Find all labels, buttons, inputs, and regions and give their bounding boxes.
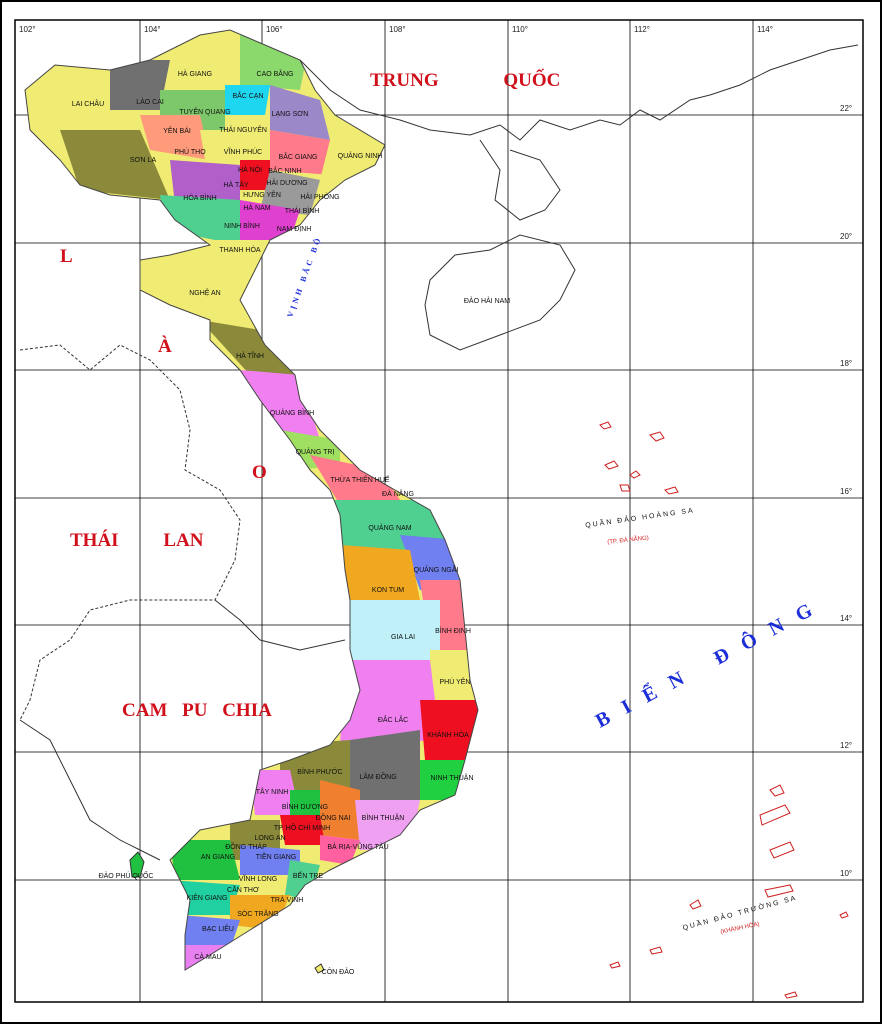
latitude-label: 12°	[840, 741, 852, 750]
province-label: NINH BÌNH	[224, 221, 260, 230]
province-label: HƯNG YÊN	[243, 190, 281, 199]
province-label: BẮC NINH	[268, 166, 301, 175]
latitude-label: 14°	[840, 614, 852, 623]
latitude-label: 20°	[840, 232, 852, 241]
province-label: BẾN TRE	[293, 870, 324, 880]
province-label: HÒA BÌNH	[183, 193, 216, 202]
latitude-label: 18°	[840, 359, 852, 368]
province-label: SÓC TRĂNG	[237, 909, 279, 918]
province-label: KHÁNH HÒA	[427, 730, 469, 739]
province-label: ĐÀ NẴNG	[382, 489, 414, 498]
province-label: THANH HÓA	[219, 245, 261, 254]
province-label: NGHỆ AN	[189, 288, 221, 297]
province-label: THỪA THIÊN HUẾ	[330, 474, 389, 484]
province-label: QUẢNG NGÃI	[414, 565, 459, 574]
province-label: HÀ NỘI	[238, 165, 262, 174]
longitude-label: 104°	[144, 25, 161, 34]
longitude-label: 102°	[19, 25, 36, 34]
province-label: LÂM ĐỒNG	[359, 771, 396, 781]
country-letter: À	[158, 335, 172, 357]
province-label: BÌNH DƯƠNG	[282, 802, 328, 811]
latitude-label: 22°	[840, 104, 852, 113]
province-label: BẮC GIANG	[279, 152, 318, 161]
phu-quoc-island	[129, 851, 145, 878]
province-label: ĐỒNG NAI	[316, 812, 351, 822]
archipelagos	[599, 421, 849, 999]
longitude-label: 114°	[757, 25, 773, 34]
longitude-label: 112°	[634, 25, 650, 34]
province-label: THÁI BÌNH	[285, 206, 320, 215]
province-label: KON TUM	[372, 587, 404, 594]
province-label: LẠNG SƠN	[272, 111, 309, 118]
borders	[19, 44, 859, 861]
province-label: NAM ĐỊNH	[277, 226, 312, 233]
province-label: QUẢNG BÌNH	[270, 408, 314, 417]
latitude-label: 10°	[840, 869, 852, 878]
province-label: BẮC CẠN	[232, 91, 263, 100]
province-label: HẢI DƯƠNG	[266, 178, 307, 187]
island-label: ĐẢO PHÚ QUỐC	[99, 870, 154, 880]
island-admin: (TP. ĐÀ NẴNG)	[607, 534, 649, 545]
latitude-label: 16°	[840, 487, 852, 496]
province-label: QUẢNG NAM	[368, 523, 411, 532]
province-label: HÀ GIANG	[178, 69, 212, 78]
province-label: CÀ MAU	[194, 952, 221, 961]
country-letter: O	[252, 462, 267, 483]
country-label: CAM PU CHIA	[122, 700, 272, 721]
province-label: VĨNH LONG	[239, 874, 278, 883]
province-label: PHÚ THỌ	[174, 147, 206, 156]
province-label: ĐỒNG THÁP	[225, 841, 267, 851]
country-label: THÁI LAN	[70, 529, 204, 551]
province-label: KIÊN GIANG	[187, 893, 228, 902]
province-label: QUẢNG TRỊ	[296, 447, 335, 456]
province-label: SƠN LA	[130, 157, 157, 164]
province-label: THÁI NGUYÊN	[219, 125, 267, 134]
province-label: HÀ TÂY	[223, 180, 248, 189]
province-label: NINH THUẬN	[430, 773, 473, 782]
longitude-label: 108°	[389, 25, 406, 34]
province-label: BÌNH PHƯỚC	[297, 767, 342, 776]
province-label: TRÀ VINH	[271, 895, 304, 904]
map-border	[14, 19, 864, 1003]
island-label: CÔN ĐẢO	[322, 967, 355, 976]
province-label: TUYÊN QUANG	[179, 107, 230, 116]
longitude-label: 106°	[266, 25, 283, 34]
province-label: TÂY NINH	[256, 787, 289, 796]
province-label: BẠC LIÊU	[202, 924, 234, 933]
province-label: QUẢNG NINH	[338, 151, 383, 160]
province-label: LAI CHÂU	[72, 99, 104, 108]
longitude-label: 110°	[512, 25, 528, 34]
province-label: CAO BẰNG	[257, 69, 294, 78]
province-label: BÌNH ĐỊNH	[435, 626, 471, 635]
country-label: TRUNG QUỐC	[370, 69, 560, 91]
province-label: HẢI PHÒNG	[300, 192, 339, 201]
province-label: PHÚ YÊN	[440, 677, 471, 686]
province-label: VĨNH PHÚC	[224, 147, 263, 156]
province-label: LONG AN	[254, 835, 285, 842]
province-label: CẦN THƠ	[227, 884, 259, 894]
island-label: ĐẢO HẢI NAM	[464, 296, 510, 305]
province-label: HÀ TĨNH	[236, 351, 264, 360]
province-label: BÌNH THUẬN	[362, 813, 405, 822]
province-label: TP. HỒ CHÍ MINH	[274, 822, 330, 832]
country-letter: L	[60, 246, 73, 267]
province-label: BÀ RỊA-VŨNG TÀU	[327, 842, 388, 851]
province-label: HÀ NAM	[243, 203, 270, 212]
graticule: 102° 104° 106° 108° 110° 112° 114° 22° 20° 18° 16°…	[15, 20, 863, 1002]
con-dao-island	[314, 963, 325, 974]
province-label: TIỀN GIANG	[256, 851, 296, 861]
province-label: GIA LAI	[391, 634, 415, 641]
province-label: ĐẮC LẮC	[378, 715, 408, 724]
province-label: AN GIANG	[201, 854, 235, 861]
province-label: YÊN BÁI	[163, 126, 191, 135]
province-label: LÀO CAI	[136, 97, 164, 106]
